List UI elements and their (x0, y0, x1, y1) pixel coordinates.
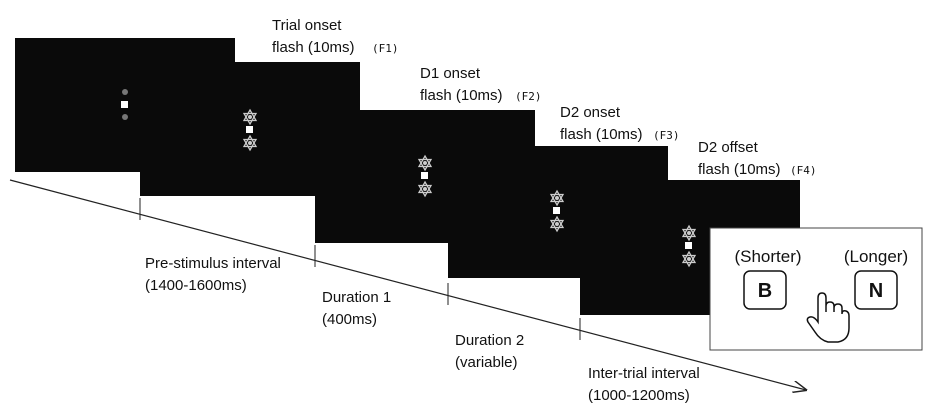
key-b-label: B (758, 280, 772, 302)
flash-label: Trial onset (272, 17, 342, 34)
key-b (743, 270, 787, 310)
interval-label: Duration 1 (322, 289, 391, 306)
interval-label: Inter-trial interval (588, 365, 700, 382)
interval-label: Duration 2 (455, 332, 524, 349)
timeline-arrow (9, 179, 806, 390)
flash-label: flash (10ms) (698, 161, 781, 178)
flash-code: (F3) (653, 129, 680, 142)
flash-label: flash (10ms) (272, 39, 355, 56)
flash-label: flash (10ms) (420, 87, 503, 104)
label-longer: (Longer) (844, 247, 908, 266)
key-n (854, 270, 898, 310)
interval-label: (variable) (455, 354, 518, 371)
hand-icon (806, 292, 850, 343)
flash-label: D2 offset (698, 139, 759, 156)
flash-code: (F2) (515, 90, 542, 103)
flash-label: D1 onset (420, 65, 481, 82)
flash-code: (F4) (790, 164, 817, 177)
interval-label: Pre-stimulus interval (145, 255, 281, 272)
response-panel: (Shorter) (Longer) B N (709, 227, 923, 351)
flash-label: flash (10ms) (560, 126, 643, 143)
flash-label: D2 onset (560, 104, 621, 121)
label-shorter: (Shorter) (734, 247, 801, 266)
interval-label: (1000-1200ms) (588, 387, 690, 404)
flash-code: (F1) (372, 42, 399, 55)
interval-label: (1400-1600ms) (145, 277, 247, 294)
key-n-label: N (869, 280, 883, 302)
interval-label: (400ms) (322, 311, 377, 328)
